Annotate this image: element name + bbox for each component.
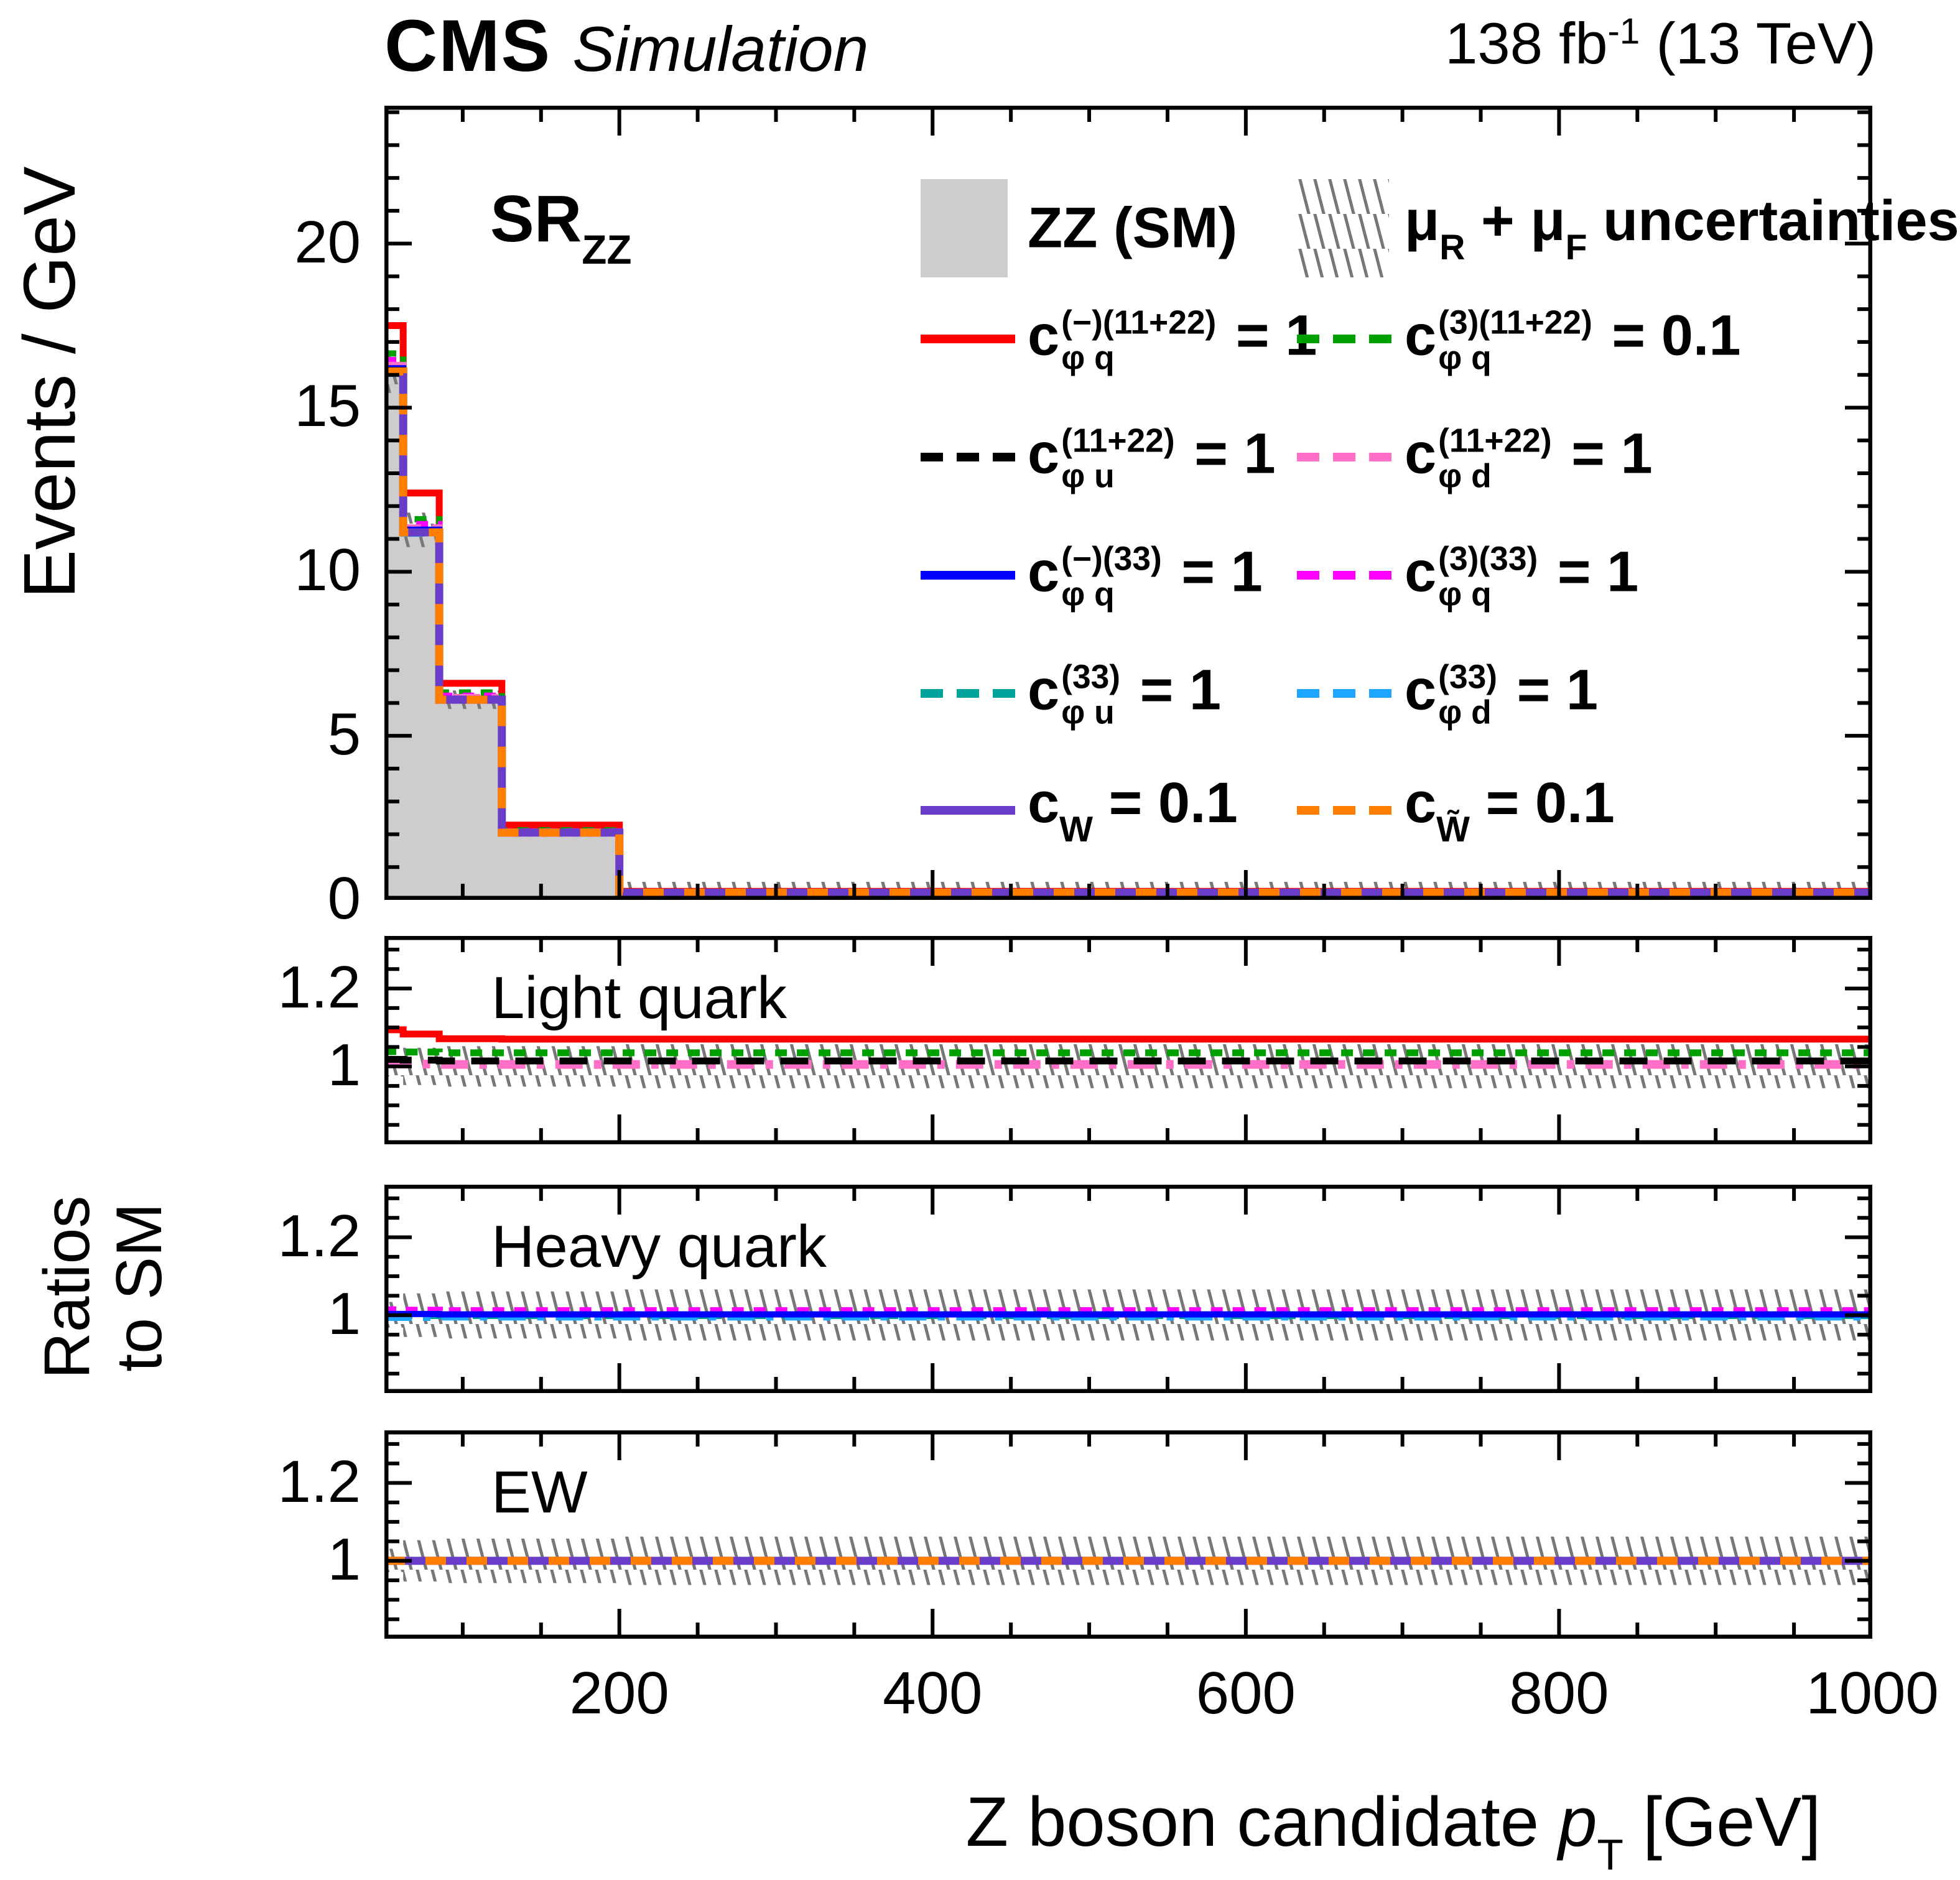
legend-entry-label: cW = 0.1 — [1028, 771, 1238, 850]
ratio1-y-tick-1.2: 1.2 — [277, 1202, 361, 1269]
legend-entry-label: c (3)(11+22) φ q = 0.1 — [1405, 303, 1741, 377]
luminosity-label: 138 fb-1 (13 TeV) — [1445, 11, 1876, 76]
sup-sub-stack: (−)(11+22) φ q — [1061, 304, 1217, 377]
ratios-line-2: to SM — [103, 1203, 176, 1372]
legend-entry-label: c (11+22) φ u = 1 — [1028, 422, 1276, 495]
ratio-panel-light-quark — [384, 936, 1872, 1144]
sup-sub-stack: (33) φ u — [1061, 659, 1121, 731]
simulation-label: Simulation — [572, 14, 869, 85]
ratio2-y-tick-1.2: 1.2 — [277, 1448, 361, 1515]
main-histogram-panel — [384, 106, 1872, 900]
x-tick-200: 200 — [569, 1660, 669, 1726]
panel-label-light-quark: Light quark — [491, 965, 787, 1031]
legend-line-sample — [921, 806, 1015, 815]
region-label-srzz: SRZZ — [490, 182, 632, 273]
ratio-panel-heavy-quark — [384, 1185, 1872, 1393]
legend-entry-label: c (−)(11+22) φ q = 1 — [1028, 303, 1317, 377]
legend-line-sample — [1297, 335, 1391, 343]
legend-line-sample — [921, 571, 1015, 580]
main-y-tick-10: 10 — [294, 537, 361, 604]
sup-sub-stack: (33) φ d — [1438, 659, 1498, 731]
ratio-panel-ew — [384, 1430, 1872, 1639]
legend-line-sample — [921, 335, 1015, 343]
uncertainty-swatch — [1297, 179, 1389, 277]
legend-entry-label: c (11+22) φ d = 1 — [1405, 422, 1653, 495]
sup-sub-stack: (−)(33) φ q — [1061, 540, 1162, 613]
sup-sub-stack: (11+22) φ u — [1061, 422, 1175, 495]
panel-label-heavy-quark: Heavy quark — [491, 1213, 827, 1280]
main-y-tick-15: 15 — [294, 373, 361, 440]
ratio0-y-tick-1.2: 1.2 — [277, 953, 361, 1021]
main-y-tick-5: 5 — [327, 701, 361, 768]
legend-line-sample — [1297, 453, 1391, 461]
legend-entry-label: c (−)(33) φ q = 1 — [1028, 540, 1263, 613]
legend-entry-label: cW̃ = 0.1 — [1405, 771, 1615, 850]
main-y-tick-20: 20 — [294, 208, 361, 276]
ratio0-y-tick-1: 1 — [327, 1031, 361, 1098]
legend-label-zz-sm: ZZ (SM) — [1028, 196, 1238, 260]
x-tick-400: 400 — [883, 1660, 983, 1726]
y-axis-title-ratios-to-sm: Ratios to SM — [31, 665, 180, 1880]
legend-line-sample — [1297, 806, 1391, 815]
legend-line-sample — [1297, 571, 1391, 580]
legend-label-uncertainties: μR + μF uncertainties — [1405, 188, 1959, 268]
ratio2-y-tick-1: 1 — [327, 1526, 361, 1593]
legend-line-sample — [921, 689, 1015, 698]
legend-entry-label: c (33) φ d = 1 — [1405, 658, 1599, 731]
main-y-tick-0: 0 — [327, 865, 361, 932]
sup-sub-stack: (11+22) φ d — [1438, 422, 1552, 495]
legend-line-sample — [921, 453, 1015, 461]
header: CMS Simulation — [384, 4, 868, 88]
zz-sm-swatch — [921, 179, 1008, 277]
cms-brand-label: CMS — [384, 5, 552, 87]
panel-label-ew: EW — [491, 1459, 588, 1526]
sup-sub-stack: (3)(33) φ q — [1438, 540, 1538, 613]
x-axis-title: Z boson candidate pT [GeV] — [965, 1783, 1821, 1879]
x-tick-1000: 1000 — [1806, 1660, 1939, 1726]
x-tick-800: 800 — [1509, 1660, 1609, 1726]
ratio1-y-tick-1: 1 — [327, 1280, 361, 1347]
ratios-line-1: Ratios — [31, 1195, 103, 1379]
sup-sub-stack: (3)(11+22) φ q — [1438, 304, 1592, 377]
legend-entry-label: c (33) φ u = 1 — [1028, 658, 1222, 731]
x-tick-600: 600 — [1196, 1660, 1296, 1726]
sm-histogram-fill — [384, 371, 1872, 900]
legend-entry-label: c (3)(33) φ q = 1 — [1405, 540, 1639, 613]
legend-line-sample — [1297, 689, 1391, 698]
